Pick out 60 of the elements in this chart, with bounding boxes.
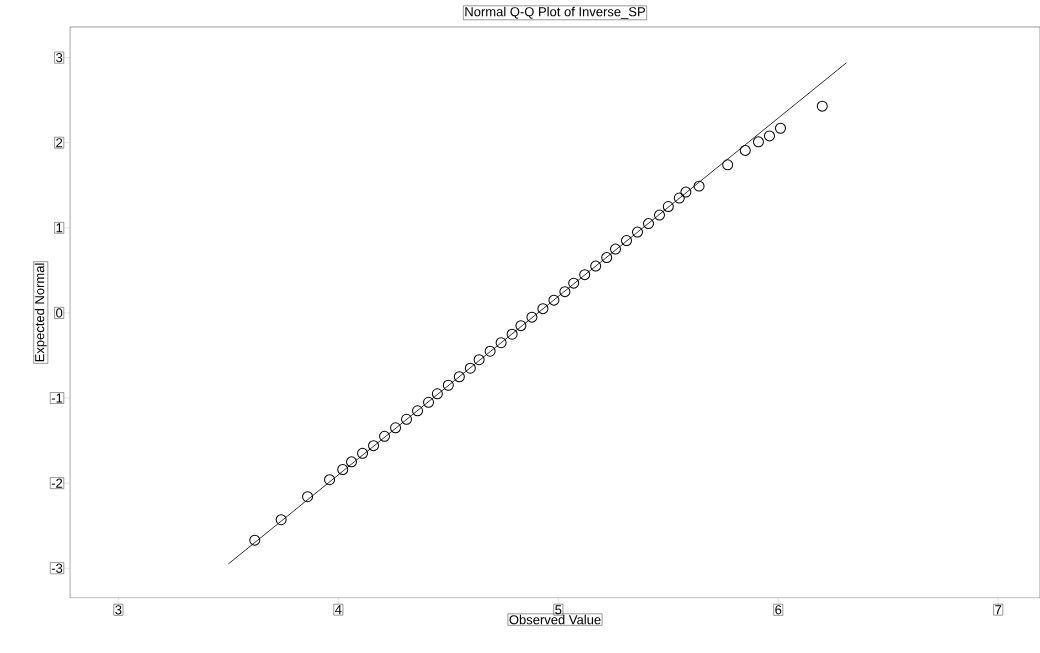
- point: [610, 243, 621, 255]
- y-tick-label: -1: [51, 393, 63, 403]
- y-tick-label: -3: [51, 563, 63, 573]
- x-tick-label: 3: [115, 605, 122, 615]
- point: [653, 209, 665, 221]
- point: [621, 235, 632, 247]
- point: [642, 218, 654, 230]
- point: [548, 294, 560, 306]
- point: [559, 286, 571, 298]
- point: [601, 252, 613, 264]
- point: [390, 422, 402, 434]
- point: [453, 371, 465, 383]
- y-axis-title: Expected Normal: [34, 263, 47, 362]
- point: [568, 277, 580, 289]
- point: [473, 354, 485, 366]
- point: [673, 192, 685, 204]
- point: [752, 136, 764, 148]
- point: [590, 260, 602, 272]
- x-tick-label: 6: [775, 605, 782, 615]
- point: [484, 345, 496, 357]
- point: [506, 328, 518, 340]
- y-tick-label: 0: [56, 308, 63, 318]
- point: [249, 534, 261, 546]
- point: [693, 180, 705, 192]
- point: [495, 337, 507, 349]
- point: [412, 405, 424, 417]
- x-tick-label: 7: [995, 605, 1002, 615]
- point: [722, 159, 734, 171]
- y-tick-label: -2: [51, 478, 63, 488]
- point: [763, 130, 775, 142]
- point: [379, 430, 391, 442]
- point: [401, 413, 413, 425]
- point: [537, 303, 549, 315]
- x-tick-label: 4: [335, 605, 342, 615]
- point: [337, 464, 349, 475]
- point: [431, 388, 443, 400]
- x-axis-title: Observed Value: [509, 614, 601, 625]
- point: [739, 144, 751, 156]
- x-tick-label: 5: [555, 605, 562, 615]
- point: [816, 100, 828, 112]
- point: [302, 491, 314, 503]
- point: [662, 201, 674, 213]
- y-tick-label: 3: [56, 53, 63, 63]
- point: [515, 320, 527, 332]
- point: [275, 514, 287, 526]
- point: [774, 122, 786, 134]
- chart-title: Normal Q-Q Plot of Inverse_SP: [465, 6, 645, 19]
- y-tick-label: 1: [56, 223, 63, 233]
- y-tick-label: 2: [56, 138, 63, 148]
- point: [357, 447, 369, 459]
- point: [423, 396, 435, 408]
- point: [442, 379, 454, 391]
- point: [579, 269, 591, 281]
- point: [631, 226, 643, 238]
- point: [464, 362, 476, 374]
- point: [368, 440, 380, 452]
- point: [346, 456, 358, 468]
- point: [324, 474, 336, 486]
- point: [680, 186, 692, 198]
- point: [526, 311, 538, 323]
